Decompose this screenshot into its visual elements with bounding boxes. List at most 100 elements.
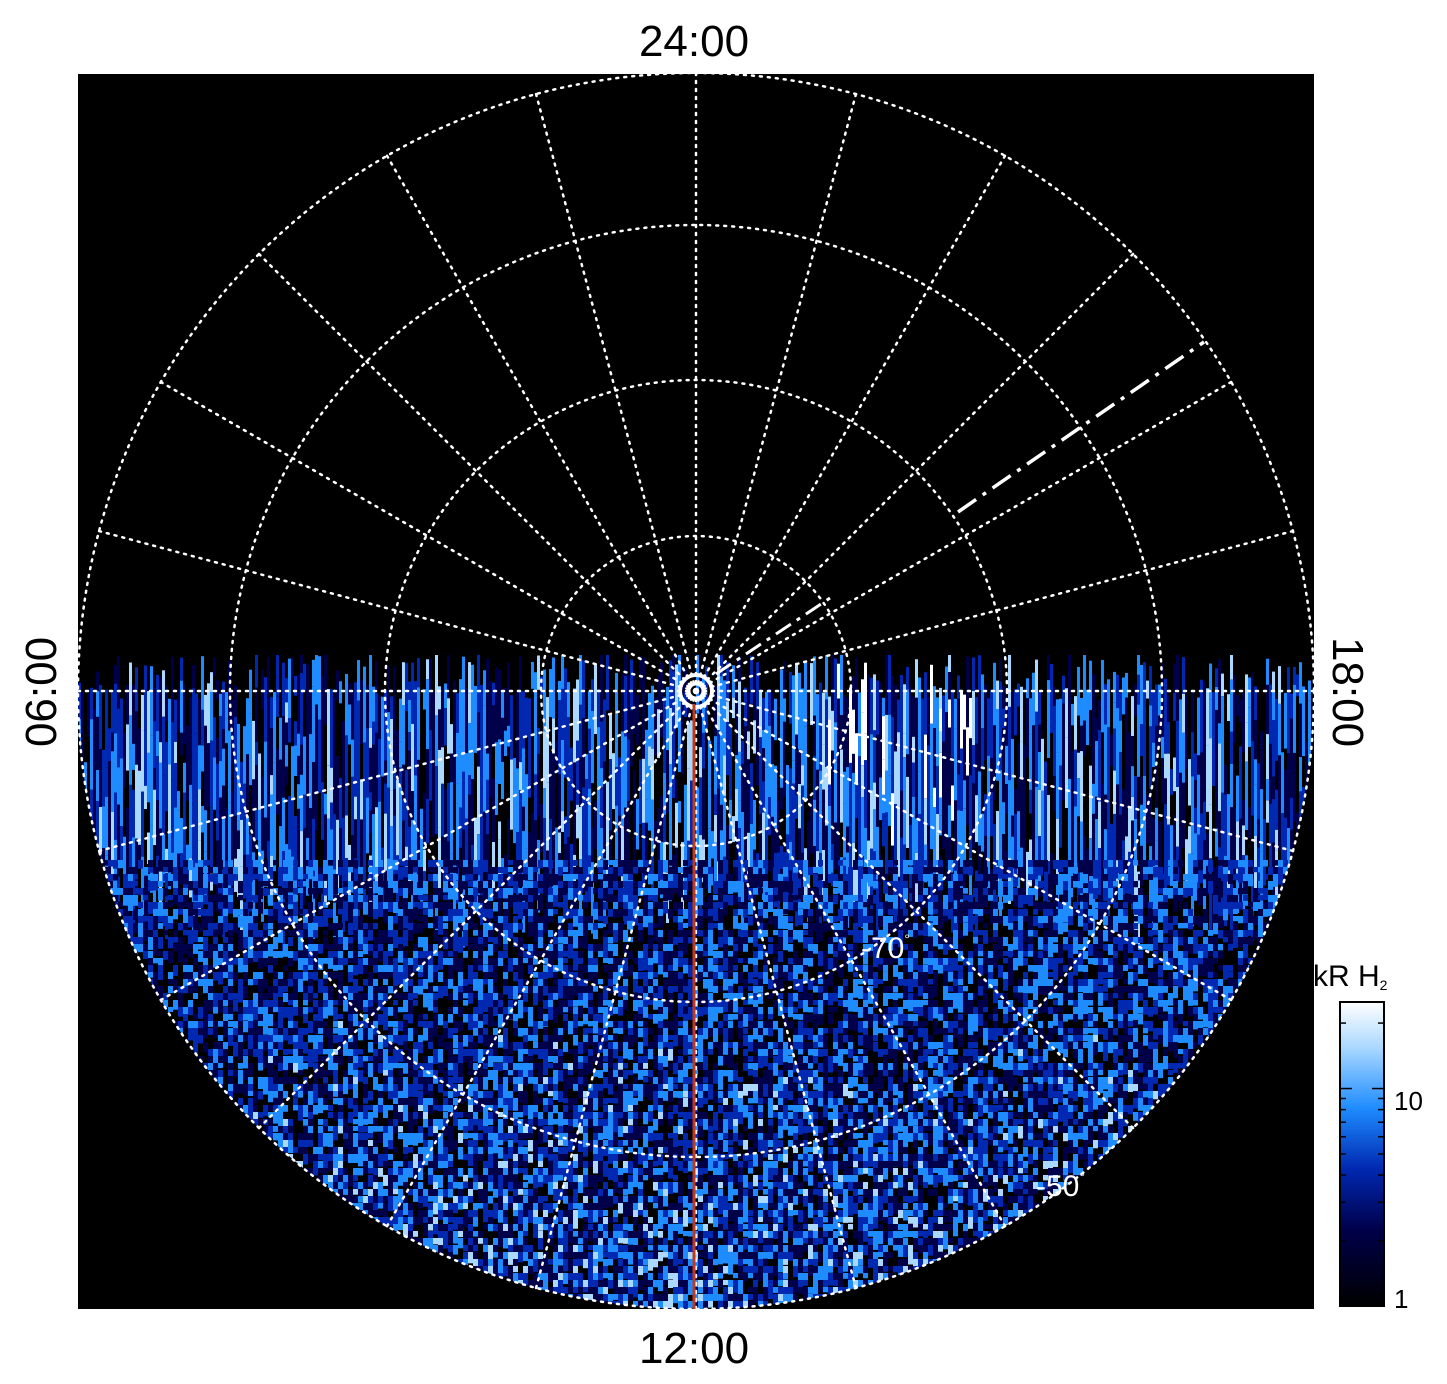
emission-pixel: [1104, 794, 1107, 830]
emission-pixel: [684, 717, 687, 785]
emission-pixel: [913, 860, 918, 868]
emission-pixel: [330, 829, 333, 885]
emission-pixel: [773, 909, 778, 922]
emission-pixel: [1182, 657, 1185, 694]
emission-pixel: [1269, 743, 1272, 804]
emission-pixel: [1258, 895, 1263, 901]
emission-pixel: [828, 902, 833, 914]
emission-pixel: [148, 860, 153, 871]
emission-pixel: [1193, 937, 1198, 947]
emission-pixel: [373, 867, 378, 875]
emission-pixel: [833, 881, 838, 888]
emission-pixel: [888, 881, 893, 887]
emission-pixel: [1093, 860, 1098, 871]
emission-pixel: [763, 881, 768, 893]
emission-pixel: [208, 860, 213, 866]
emission-pixel: [570, 661, 573, 700]
emission-pixel: [714, 815, 717, 843]
emission-pixel: [448, 874, 453, 887]
emission-pixel: [473, 979, 478, 991]
emission-pixel: [668, 860, 673, 866]
emission-pixel: [738, 930, 743, 937]
emission-pixel: [198, 951, 203, 962]
emission-pixel: [533, 930, 538, 942]
emission-pixel: [1239, 722, 1242, 747]
emission-pixel: [621, 731, 624, 803]
emission-pixel: [1213, 895, 1218, 904]
emission-pixel: [927, 745, 930, 791]
emission-pixel: [396, 779, 399, 856]
emission-pixel: [338, 944, 343, 954]
emission-pixel: [1238, 916, 1243, 924]
emission-pixel: [243, 930, 248, 939]
emission-pixel: [657, 709, 660, 759]
emission-pixel: [819, 853, 822, 929]
emission-pixel: [1308, 680, 1311, 701]
emission-pixel: [1164, 804, 1167, 871]
emission-pixel: [624, 736, 627, 808]
emission-pixel: [132, 743, 135, 770]
emission-pixel: [1143, 662, 1146, 703]
emission-pixel: [690, 848, 693, 886]
emission-pixel: [138, 902, 143, 909]
emission-pixel: [413, 923, 418, 934]
emission-pixel: [393, 930, 398, 943]
emission-pixel: [923, 895, 928, 906]
emission-pixel: [188, 902, 193, 910]
emission-pixel: [173, 979, 178, 989]
emission-pixel: [1028, 860, 1033, 871]
emission-pixel: [943, 944, 948, 955]
emission-pixel: [783, 909, 788, 915]
emission-pixel: [231, 763, 234, 792]
emission-pixel: [183, 888, 188, 897]
emission-pixel: [953, 874, 958, 882]
emission-pixel: [1273, 867, 1278, 876]
emission-pixel: [579, 807, 582, 859]
emission-pixel: [369, 655, 372, 687]
emission-pixel: [1278, 867, 1283, 878]
emission-pixel: [1140, 756, 1143, 777]
emission-pixel: [828, 979, 833, 987]
emission-pixel: [353, 958, 358, 963]
emission-pixel: [255, 809, 258, 840]
emission-pixel: [253, 916, 258, 922]
emission-pixel: [114, 665, 117, 684]
emission-pixel: [993, 923, 998, 932]
emission-pixel: [1179, 850, 1182, 910]
emission-pixel: [128, 916, 133, 929]
emission-pixel: [1113, 902, 1118, 909]
emission-pixel: [1239, 746, 1242, 782]
emission-pixel: [428, 972, 433, 983]
emission-pixel: [318, 916, 323, 927]
emission-pixel: [608, 909, 613, 917]
emission-pixel: [338, 895, 343, 903]
emission-pixel: [323, 902, 328, 908]
emission-pixel: [783, 930, 788, 941]
emission-pixel: [348, 881, 353, 893]
emission-pixel: [193, 881, 198, 890]
emission-pixel: [408, 860, 413, 869]
emission-pixel: [1119, 720, 1122, 753]
emission-pixel: [954, 800, 957, 866]
emission-pixel: [1101, 732, 1104, 785]
emission-pixel: [203, 944, 208, 951]
emission-pixel: [258, 867, 263, 877]
emission-pixel: [1113, 923, 1118, 932]
emission-pixel: [688, 937, 693, 944]
emission-pixel: [630, 875, 633, 931]
emission-pixel: [998, 888, 1003, 897]
emission-pixel: [1233, 743, 1236, 775]
emission-pixel: [195, 733, 198, 760]
emission-pixel: [1101, 784, 1104, 820]
emission-pixel: [458, 902, 463, 915]
emission-pixel: [198, 937, 203, 943]
emission-pixel: [388, 895, 393, 904]
emission-pixel: [1168, 972, 1173, 981]
emission-pixel: [278, 951, 283, 958]
emission-pixel: [1302, 686, 1305, 757]
emission-pixel: [1083, 755, 1086, 815]
emission-pixel: [838, 923, 843, 936]
emission-pixel: [643, 902, 648, 911]
emission-pixel: [763, 909, 768, 919]
emission-pixel: [192, 665, 195, 689]
